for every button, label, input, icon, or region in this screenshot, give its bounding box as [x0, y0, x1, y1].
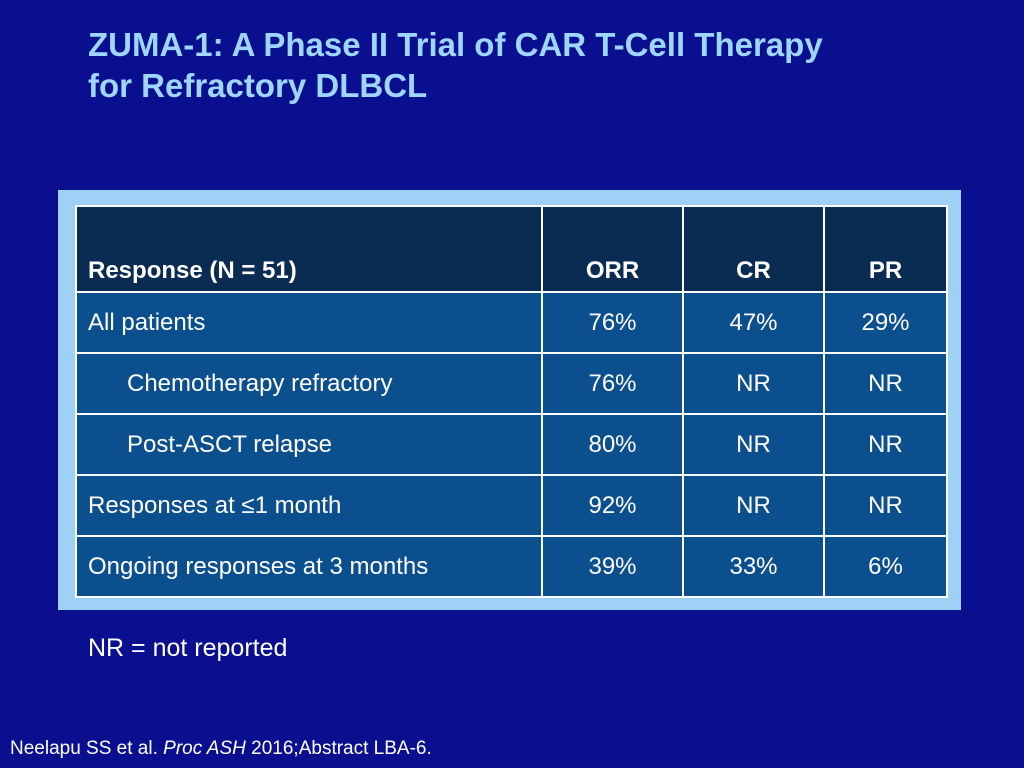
table-row: Ongoing responses at 3 months 39% 33% 6% [75, 535, 948, 598]
cell-orr: 76% [541, 291, 684, 354]
cell-cr: NR [682, 352, 825, 415]
slide-title: ZUMA-1: A Phase II Trial of CAR T-Cell T… [88, 24, 988, 106]
cell-cr: NR [682, 474, 825, 537]
row-label: Chemotherapy refractory [75, 352, 543, 415]
row-label: Post-ASCT relapse [75, 413, 543, 476]
header-response: Response (N = 51) [75, 205, 543, 293]
citation-authors: Neelapu SS et al. [10, 738, 164, 759]
cell-orr: 80% [541, 413, 684, 476]
table-row: Post-ASCT relapse 80% NR NR [75, 413, 948, 476]
cell-cr: 47% [682, 291, 825, 354]
cell-pr: NR [823, 413, 948, 476]
cell-pr: NR [823, 474, 948, 537]
header-orr: ORR [541, 205, 684, 293]
table-row: All patients 76% 47% 29% [75, 291, 948, 354]
response-table: Response (N = 51) ORR CR PR All patients… [75, 205, 948, 598]
table-row: Chemotherapy refractory 76% NR NR [75, 352, 948, 415]
row-label: Responses at ≤1 month [75, 474, 543, 537]
cell-pr: 29% [823, 291, 948, 354]
table-row: Responses at ≤1 month 92% NR NR [75, 474, 948, 537]
header-pr: PR [823, 205, 948, 293]
citation-details: 2016;Abstract LBA-6. [245, 738, 432, 759]
footnote-nr: NR = not reported [88, 634, 288, 662]
header-cr: CR [682, 205, 825, 293]
slide-title-line-2: for Refractory DLBCL [88, 67, 428, 104]
table-header-row: Response (N = 51) ORR CR PR [75, 205, 948, 293]
citation-journal: Proc ASH [163, 738, 246, 759]
row-label: All patients [75, 291, 543, 354]
cell-pr: NR [823, 352, 948, 415]
cell-orr: 39% [541, 535, 684, 598]
citation: Neelapu SS et al. Proc ASH 2016;Abstract… [10, 738, 432, 760]
cell-cr: NR [682, 413, 825, 476]
cell-orr: 92% [541, 474, 684, 537]
cell-pr: 6% [823, 535, 948, 598]
cell-cr: 33% [682, 535, 825, 598]
slide-title-line-1: ZUMA-1: A Phase II Trial of CAR T-Cell T… [88, 26, 823, 63]
row-label: Ongoing responses at 3 months [75, 535, 543, 598]
cell-orr: 76% [541, 352, 684, 415]
